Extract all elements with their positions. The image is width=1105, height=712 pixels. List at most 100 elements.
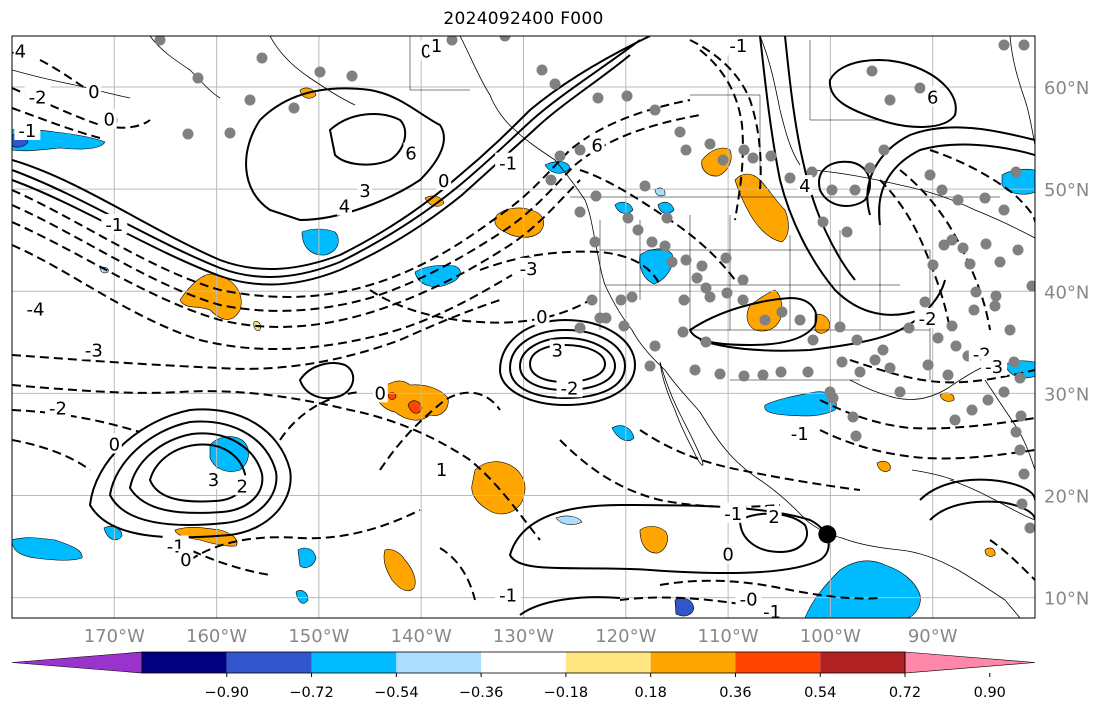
station-dot	[600, 312, 612, 324]
contour-label: -3	[985, 357, 1003, 378]
station-dot	[644, 360, 656, 372]
station-dot	[836, 356, 848, 368]
contour-label: -2	[561, 378, 579, 399]
station-dot	[536, 64, 548, 76]
station-dot	[765, 150, 777, 162]
contour-label-bg	[22, 298, 49, 319]
contour-label-bg	[336, 195, 352, 216]
station-dot	[661, 212, 673, 224]
colorbar-tick-label: 0.90	[974, 685, 1006, 701]
station-dot	[854, 366, 866, 378]
station-dot	[346, 70, 358, 82]
station-dot	[851, 334, 863, 346]
contour-label: 0	[536, 307, 547, 328]
contour-label-bg	[720, 543, 736, 564]
station-dot	[1010, 426, 1022, 438]
colorbar-segment	[650, 652, 736, 673]
contour-label-bg	[178, 548, 194, 569]
station-dot	[878, 144, 890, 156]
contour-label: 0	[438, 171, 449, 192]
station-dot	[499, 36, 511, 42]
contour-label-bg	[797, 175, 813, 196]
colorbar-tick-label: 0.18	[635, 685, 667, 701]
contour-label-bg	[914, 307, 941, 328]
longitude-labels: 170°W 160°W 150°W 140°W 130°W 120°W 110°W 100°W…	[84, 626, 958, 647]
station-dot	[747, 152, 759, 164]
colorbar-frame	[141, 651, 906, 674]
contour-label-bg	[436, 169, 452, 190]
lon-tick-label: 130°W	[493, 626, 554, 647]
colorbar-tick-label: −0.54	[374, 685, 418, 701]
contour-label-bg	[549, 339, 565, 360]
station-dot	[256, 52, 268, 64]
colorbar-tick-label: −0.18	[544, 685, 588, 701]
contour-label: -1	[499, 586, 517, 607]
station-dot	[824, 386, 836, 398]
station-dot	[314, 66, 326, 78]
station-dot	[817, 216, 829, 228]
contour-label-bg	[45, 397, 72, 418]
contour-label-bg	[720, 502, 747, 523]
station-dot	[714, 368, 726, 380]
station-dot	[677, 326, 689, 338]
station-dot	[826, 184, 838, 196]
station-dot	[924, 169, 936, 181]
station-dot	[586, 294, 598, 306]
station-dot	[894, 386, 906, 398]
contour-label: 4	[339, 197, 350, 218]
station-dot	[446, 36, 458, 46]
station-dot	[554, 150, 566, 162]
station-dot	[989, 300, 1001, 312]
map-title: 2024092400 F000	[443, 9, 604, 29]
colorbar-segment	[311, 652, 397, 673]
station-dot	[649, 104, 661, 116]
contour-label: -2	[49, 399, 67, 420]
colorbar-tick-label: 0.72	[889, 685, 921, 701]
station-dot	[646, 236, 658, 248]
station-dot	[932, 332, 944, 344]
colorbar-tick-label: 0.36	[719, 685, 751, 701]
contour-label-bg	[101, 213, 128, 234]
colorbar-extend-low	[11, 651, 143, 674]
station-dot	[622, 212, 634, 224]
station-dot	[927, 259, 939, 271]
map-frame	[11, 35, 1036, 619]
station-dot	[884, 362, 896, 374]
contour-label-bg	[495, 584, 522, 605]
lon-tick-label: 90°W	[908, 626, 958, 647]
station-dot	[574, 322, 586, 334]
contour-label: -1	[729, 36, 747, 57]
anomaly-fill-layer	[12, 87, 1035, 618]
contour-label: 3	[359, 181, 370, 202]
contour-label: 0	[109, 434, 120, 455]
station-dot	[949, 414, 961, 426]
station-dot	[1012, 244, 1024, 256]
contour-label-bg	[14, 119, 41, 140]
station-dots	[106, 36, 1035, 534]
contour-label: 4	[799, 176, 810, 197]
station-dot	[946, 320, 958, 332]
colorbar-tick-label: −0.36	[459, 685, 503, 701]
station-dot	[998, 386, 1010, 398]
contour-label-bg	[434, 458, 450, 479]
station-dot	[589, 236, 601, 248]
contour-label-bg	[735, 588, 762, 609]
contour-label-bg	[556, 377, 583, 398]
station-dot	[807, 334, 819, 346]
contour-label-bg	[589, 134, 605, 155]
contour-label: -1	[18, 121, 36, 142]
station-dot	[632, 224, 644, 236]
station-dot	[982, 394, 994, 406]
station-dot	[1016, 498, 1028, 510]
contour-label: -2	[29, 87, 47, 108]
station-dot	[621, 90, 633, 102]
station-dot	[866, 65, 878, 77]
station-dot	[659, 240, 671, 252]
station-dot	[615, 294, 627, 306]
lon-tick-label: 140°W	[391, 626, 452, 647]
station-dot	[806, 166, 818, 178]
colorbar-segment	[481, 652, 566, 673]
contour-label-bg	[12, 40, 31, 61]
station-dot	[980, 238, 992, 250]
